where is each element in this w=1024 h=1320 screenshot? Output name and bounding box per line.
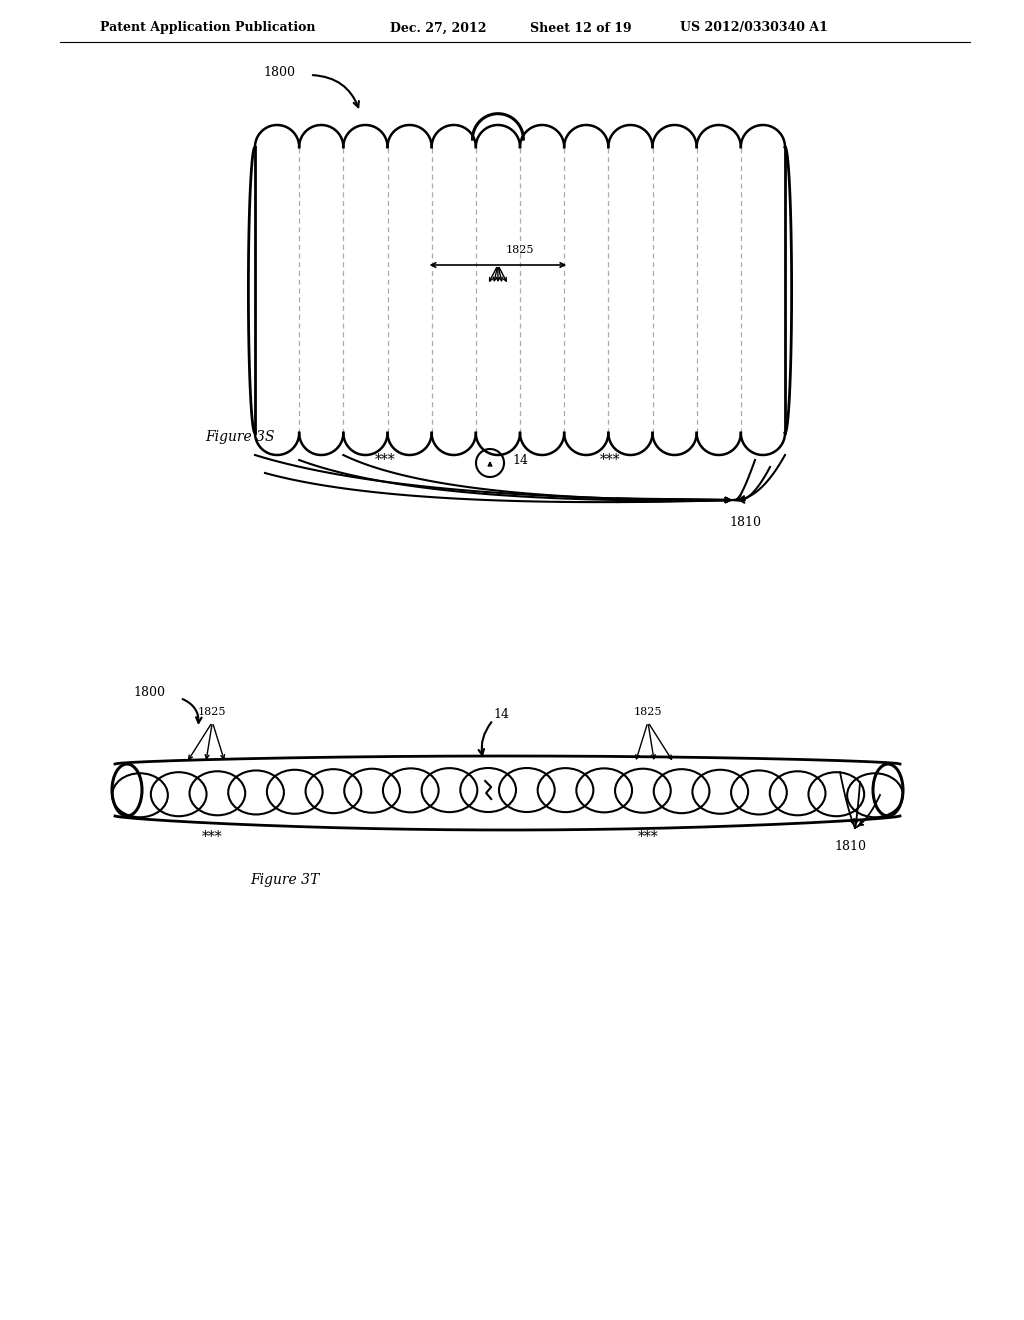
Text: Dec. 27, 2012: Dec. 27, 2012 [390, 21, 486, 34]
Text: Figure 3T: Figure 3T [250, 873, 319, 887]
Text: ***: *** [600, 453, 621, 467]
Text: 1800: 1800 [263, 66, 295, 78]
Text: 14: 14 [512, 454, 528, 467]
Text: 1810: 1810 [729, 516, 761, 529]
Text: 1825: 1825 [198, 708, 226, 717]
Text: 1825: 1825 [634, 708, 663, 717]
Text: ***: *** [202, 830, 222, 843]
Text: 1825: 1825 [506, 246, 535, 255]
Text: 1800: 1800 [133, 686, 165, 700]
Text: ***: *** [638, 830, 658, 843]
Text: 14: 14 [494, 709, 509, 722]
Text: Sheet 12 of 19: Sheet 12 of 19 [530, 21, 632, 34]
Text: Patent Application Publication: Patent Application Publication [100, 21, 315, 34]
Text: Figure 3S: Figure 3S [205, 430, 274, 444]
Text: 1810: 1810 [834, 841, 866, 854]
Text: ***: *** [375, 453, 395, 467]
Text: US 2012/0330340 A1: US 2012/0330340 A1 [680, 21, 827, 34]
